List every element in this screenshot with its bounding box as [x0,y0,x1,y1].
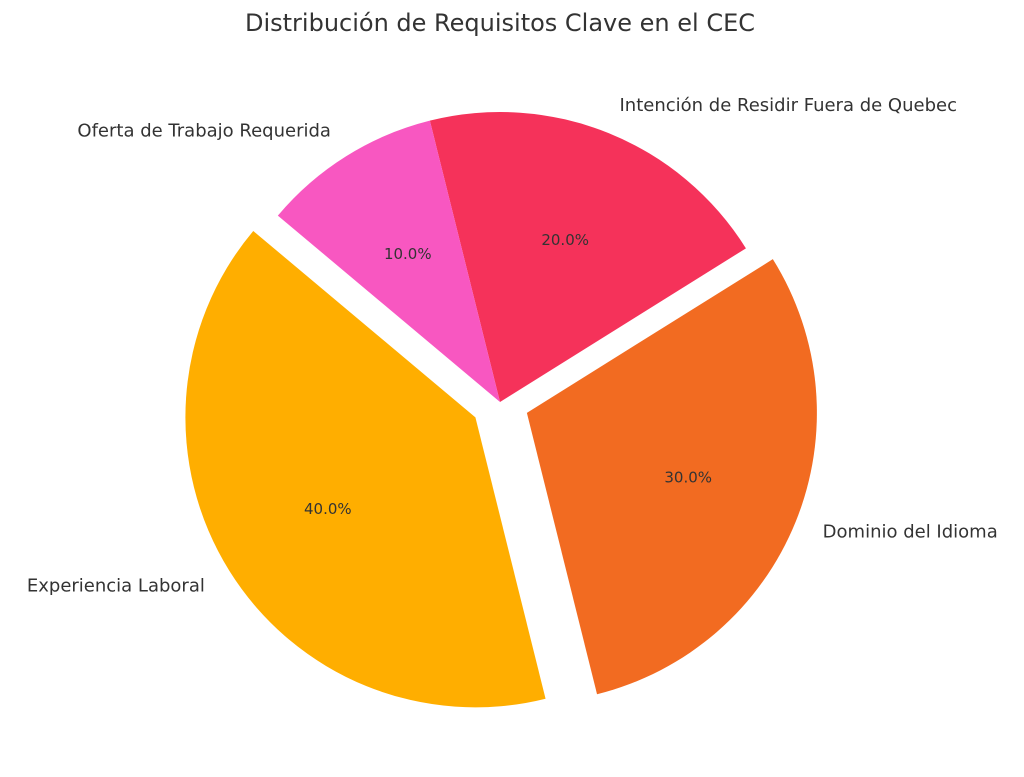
slice-label: Dominio del Idioma [823,521,998,542]
pie-slice [429,112,746,402]
value-label: 20.0% [541,231,589,249]
value-label: 30.0% [664,469,712,487]
slice-label: Experiencia Laboral [27,575,205,596]
value-label: 40.0% [304,500,352,518]
slice-label: Intención de Residir Fuera de Quebec [619,95,957,116]
value-label: 10.0% [384,245,432,263]
pie-slice [526,259,817,695]
pie-slice [277,120,500,402]
slice-label: Oferta de Trabajo Requerida [77,120,331,141]
chart-title: Distribución de Requisitos Clave en el C… [245,9,755,37]
pie-slice [185,230,546,708]
